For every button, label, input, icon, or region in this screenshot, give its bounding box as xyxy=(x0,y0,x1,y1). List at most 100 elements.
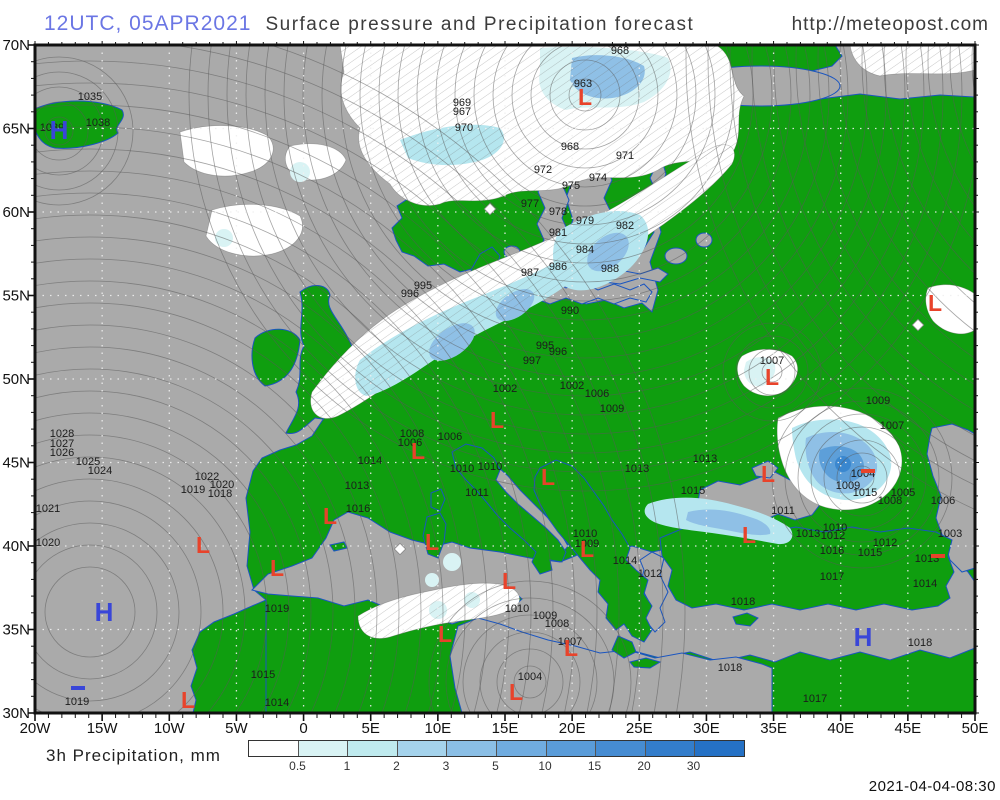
pressure-label: 981 xyxy=(549,227,567,239)
legend-color-cell xyxy=(397,741,448,756)
isobar-line xyxy=(513,665,547,699)
pressure-label: 1013 xyxy=(625,463,649,475)
lon-axis-label: 35E xyxy=(760,720,787,737)
pressure-label: 1018 xyxy=(731,596,755,608)
lat-axis-label: 35N xyxy=(2,622,30,639)
pressure-dash-marker xyxy=(861,469,875,473)
pressure-label: 1008 xyxy=(878,495,902,507)
pressure-label: 1011 xyxy=(465,487,489,499)
isobar-line xyxy=(761,361,783,383)
page-title: Surface pressure and Precipitation forec… xyxy=(265,14,695,35)
pressure-label: 1010 xyxy=(823,522,847,534)
pressure-label: 1012 xyxy=(873,537,897,549)
isobar-line xyxy=(36,104,598,712)
lon-axis-label: 20W xyxy=(20,720,52,737)
lon-axis-label: 15E xyxy=(492,720,519,737)
pressure-label: 1014 xyxy=(358,455,382,467)
isobar-line xyxy=(36,478,224,712)
pressure-label: 1004 xyxy=(518,671,542,683)
isobar-line xyxy=(473,46,697,207)
pressure-label: 1024 xyxy=(88,465,112,477)
lat-axis-label: 45N xyxy=(2,455,30,472)
pressure-label: 1010 xyxy=(505,603,529,615)
forecast-datetime: 12UTC, 05APR2021 xyxy=(44,12,252,35)
isobar-line xyxy=(302,46,868,378)
pressure-label: 972 xyxy=(534,164,552,176)
isobar-line xyxy=(245,46,925,435)
isobar-line xyxy=(36,86,104,176)
generation-timestamp: 2021-04-04-08:30 xyxy=(868,778,996,795)
pressure-label: 987 xyxy=(521,267,539,279)
pressure-label: 977 xyxy=(521,198,539,210)
pressure-label: 1021 xyxy=(36,503,60,515)
pressure-label: 1026 xyxy=(50,447,74,459)
site-link[interactable]: http://meteopost.com xyxy=(791,14,989,35)
lon-axis-label: 20E xyxy=(559,720,586,737)
pressure-label: 1008 xyxy=(400,428,424,440)
isobar-line xyxy=(883,46,974,274)
pressure-label: 1002 xyxy=(560,380,584,392)
low-marker: L xyxy=(270,555,284,581)
pressure-label: 1006 xyxy=(931,495,955,507)
pressure-label: 1019 xyxy=(265,603,289,615)
low-marker: L xyxy=(765,364,779,390)
low-marker: L xyxy=(411,438,425,464)
isobar-line xyxy=(36,456,246,712)
isobar-line xyxy=(36,148,554,712)
isobar-line xyxy=(549,59,621,131)
lat-axis-label: 60N xyxy=(2,204,30,221)
pressure-label: 997 xyxy=(523,355,541,367)
isobar-line xyxy=(462,614,598,712)
isobar-line xyxy=(264,46,906,416)
isobar-line xyxy=(36,82,620,712)
pressure-label: 996 xyxy=(549,346,567,358)
pressure-label: 1005 xyxy=(891,487,915,499)
isobar-line xyxy=(36,101,89,161)
isobar-line xyxy=(36,544,158,680)
isobar-line xyxy=(428,580,632,712)
isobar-line xyxy=(36,192,510,712)
pressure-label: 1014 xyxy=(265,697,289,709)
lon-axis-label: 50E xyxy=(962,720,989,737)
isobar-line xyxy=(36,368,334,712)
lon-axis-label: 5W xyxy=(225,720,248,737)
isobar-line xyxy=(511,46,659,169)
isobar-line xyxy=(36,434,268,712)
pressure-label: 979 xyxy=(576,215,594,227)
pressure-label: 1012 xyxy=(821,530,845,542)
pressure-label: 974 xyxy=(589,172,607,184)
pressure-dash-marker xyxy=(931,554,945,558)
isobar-line xyxy=(994,0,1000,246)
pressure-label: 1027 xyxy=(50,438,74,450)
precipitation-legend: 3h Precipitation, mm 0.5 1 2 3 5 10 15 20 30 xyxy=(0,738,1000,778)
legend-tick-label: 5 xyxy=(492,759,499,773)
pressure-label: 1014 xyxy=(613,555,637,567)
pressure-label: 986 xyxy=(549,261,567,273)
pressure-label: 1018 xyxy=(208,488,232,500)
isobar-line xyxy=(751,46,974,436)
pressure-label: 1007 xyxy=(880,420,904,432)
pressure-label: 1010 xyxy=(478,461,502,473)
pressure-label: 1015 xyxy=(681,485,705,497)
low-marker: L xyxy=(425,529,439,555)
pressure-label: 978 xyxy=(549,206,567,218)
lon-axis-label: 15W xyxy=(87,720,119,737)
isobar-line xyxy=(36,390,312,712)
title-bar: 12UTC, 05APR2021 Surface pressure and Pr… xyxy=(44,12,989,36)
isobar-line xyxy=(36,60,642,712)
pressure-label: 1039 xyxy=(40,122,64,134)
pressure-label: 1002 xyxy=(493,383,517,395)
legend-color-cell xyxy=(348,741,398,756)
isobar-line xyxy=(839,46,974,331)
legend-tick-label: 30 xyxy=(686,759,701,773)
high-marker: H xyxy=(854,622,873,652)
isobar-line xyxy=(492,46,678,188)
isobar-line xyxy=(722,322,822,422)
isobar-line xyxy=(707,46,974,485)
isobar-line xyxy=(748,348,796,396)
isobar-line xyxy=(44,116,74,146)
pressure-label: 1009 xyxy=(600,403,624,415)
